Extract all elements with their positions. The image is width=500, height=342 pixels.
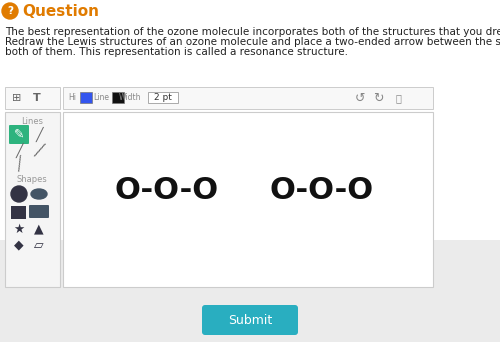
FancyBboxPatch shape (63, 87, 433, 109)
FancyBboxPatch shape (202, 305, 298, 335)
Ellipse shape (31, 189, 47, 199)
FancyBboxPatch shape (63, 112, 433, 287)
Circle shape (2, 3, 18, 19)
Text: ╱: ╱ (35, 127, 43, 142)
Text: The best representation of the ozone molecule incorporates both of the structure: The best representation of the ozone mol… (5, 27, 500, 37)
FancyBboxPatch shape (0, 0, 500, 240)
FancyBboxPatch shape (29, 205, 49, 218)
Text: ✎: ✎ (14, 128, 24, 141)
Text: ▲: ▲ (34, 223, 44, 236)
Text: 2 pt: 2 pt (154, 93, 172, 103)
Text: O-O-O: O-O-O (270, 176, 374, 205)
FancyBboxPatch shape (148, 92, 178, 103)
Text: Redraw the Lewis structures of an ozone molecule and place a two-ended arrow bet: Redraw the Lewis structures of an ozone … (5, 37, 500, 47)
Text: Submit: Submit (228, 314, 272, 327)
Text: ⊞: ⊞ (12, 93, 22, 103)
FancyBboxPatch shape (11, 206, 26, 219)
FancyBboxPatch shape (80, 92, 92, 103)
Circle shape (11, 186, 27, 202)
Text: ★: ★ (14, 223, 24, 236)
Text: Question: Question (22, 3, 99, 18)
Text: Width: Width (119, 93, 142, 103)
Text: ◆: ◆ (14, 238, 24, 251)
FancyBboxPatch shape (0, 295, 500, 342)
Text: Lines: Lines (21, 117, 43, 126)
Text: ?: ? (7, 6, 13, 16)
Text: ⬛: ⬛ (395, 93, 401, 103)
Text: Line: Line (93, 93, 109, 103)
Text: O-O-O: O-O-O (114, 176, 218, 205)
Text: ╱: ╱ (13, 156, 25, 172)
FancyBboxPatch shape (5, 87, 60, 109)
Text: ↺: ↺ (355, 92, 365, 105)
Text: Hi: Hi (68, 93, 76, 103)
Text: ╱: ╱ (15, 142, 23, 158)
FancyBboxPatch shape (5, 112, 60, 287)
Text: ▱: ▱ (34, 238, 44, 251)
Text: Shapes: Shapes (16, 174, 48, 184)
Text: ↻: ↻ (373, 92, 384, 105)
Text: both of them. This representation is called a resonance structure.: both of them. This representation is cal… (5, 47, 348, 57)
Text: ╱: ╱ (34, 142, 44, 158)
FancyBboxPatch shape (9, 125, 29, 144)
Text: T: T (33, 93, 41, 103)
FancyBboxPatch shape (112, 92, 124, 103)
